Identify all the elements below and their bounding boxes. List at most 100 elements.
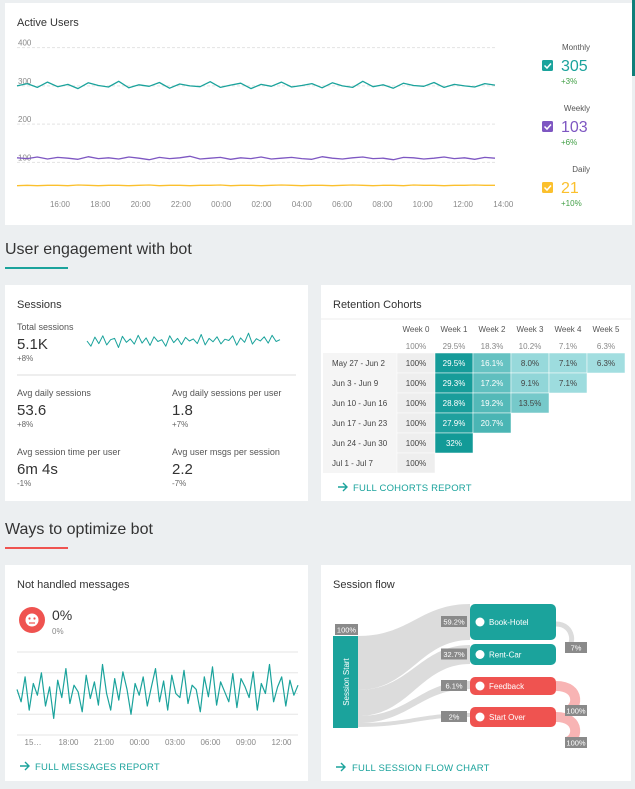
start-node bbox=[333, 636, 358, 728]
x-tick-label: 08:00 bbox=[372, 200, 393, 209]
link-text[interactable]: FULL MESSAGES REPORT bbox=[35, 762, 160, 773]
underline bbox=[5, 547, 68, 549]
metric-change: -7% bbox=[172, 479, 186, 488]
cohort-cell bbox=[510, 392, 550, 414]
column-header: Week 5 bbox=[593, 325, 621, 334]
cell-value: 16.1% bbox=[481, 359, 504, 368]
metric-change: +7% bbox=[172, 420, 188, 429]
metric-value: 53.6 bbox=[17, 402, 46, 419]
cell-value: 7.1% bbox=[559, 379, 577, 388]
x-tick-label: 04:00 bbox=[292, 200, 313, 209]
x-tick-label: 20:00 bbox=[131, 200, 152, 209]
check-icon bbox=[543, 185, 552, 192]
metric-value: 0% bbox=[52, 607, 72, 623]
flow-node[interactable] bbox=[470, 677, 556, 695]
metric-label: Avg session time per user bbox=[17, 447, 120, 457]
checkbox-box bbox=[542, 60, 553, 71]
checkbox[interactable] bbox=[542, 182, 553, 193]
x-tick-label: 12:00 bbox=[271, 738, 292, 747]
cell-value: 32% bbox=[446, 439, 462, 448]
card-title: Sessions bbox=[17, 299, 62, 311]
edge-strip bbox=[632, 0, 635, 76]
card bbox=[5, 285, 308, 501]
exit-box bbox=[565, 642, 587, 653]
node-label: Rent-Car bbox=[489, 651, 522, 660]
metric-value: 1.8 bbox=[172, 402, 193, 419]
share-label: 2% bbox=[449, 713, 460, 722]
cohort-cell bbox=[396, 452, 436, 474]
row-label: May 27 - Jun 2 bbox=[332, 359, 385, 368]
cell-value: 6.3% bbox=[597, 359, 615, 368]
cell-value: 28.8% bbox=[443, 399, 466, 408]
x-tick-label: 15… bbox=[25, 738, 42, 747]
exit-box bbox=[565, 737, 587, 748]
share-label: 6.1% bbox=[445, 682, 462, 691]
x-tick-label: 02:00 bbox=[251, 200, 272, 209]
flow-node[interactable] bbox=[470, 644, 556, 665]
x-tick-label: 00:00 bbox=[129, 738, 150, 747]
node-label: Start Over bbox=[489, 713, 526, 722]
data-line bbox=[16, 184, 495, 187]
arrow-icon bbox=[336, 762, 346, 772]
metric-sub: 0% bbox=[52, 627, 64, 636]
link[interactable]: FULL COHORTS REPORT bbox=[338, 482, 472, 494]
link[interactable]: FULL MESSAGES REPORT bbox=[20, 761, 160, 773]
legend-total: 305 bbox=[561, 58, 588, 75]
cell-value: 9.1% bbox=[521, 379, 539, 388]
warning-icon bbox=[19, 607, 45, 633]
metric-change: -1% bbox=[17, 479, 31, 488]
legend-change: +10% bbox=[561, 199, 582, 208]
arrow-icon bbox=[338, 482, 348, 492]
column-header: Week 3 bbox=[517, 325, 545, 334]
metric-value: 2.2 bbox=[172, 461, 193, 478]
x-tick-label: 00:00 bbox=[211, 200, 232, 209]
cell-value: 13.5% bbox=[519, 399, 542, 408]
checkbox-box bbox=[542, 121, 553, 132]
y-tick-label: 400 bbox=[18, 39, 32, 48]
x-tick-label: 22:00 bbox=[171, 200, 192, 209]
cohort-cell bbox=[586, 352, 626, 374]
y-tick-label: 200 bbox=[18, 115, 32, 124]
row-label: Jun 24 - Jun 30 bbox=[332, 439, 388, 448]
section-heading: Ways to optimize bot bbox=[5, 521, 153, 538]
metric-label: Avg daily sessions per user bbox=[172, 388, 281, 398]
share-label: 100% bbox=[337, 626, 357, 635]
exit-label: 100% bbox=[566, 707, 586, 716]
exit-box bbox=[565, 705, 587, 716]
exit-label: 7% bbox=[571, 644, 582, 653]
x-tick-label: 16:00 bbox=[50, 200, 71, 209]
check-icon bbox=[543, 63, 552, 70]
cell-value: 100% bbox=[406, 419, 426, 428]
legend-name: Weekly bbox=[564, 104, 590, 113]
card-title: Not handled messages bbox=[17, 579, 130, 591]
card-title: Session flow bbox=[333, 579, 395, 591]
legend-change: +6% bbox=[561, 138, 577, 147]
x-tick-label: 06:00 bbox=[332, 200, 353, 209]
flow-node[interactable] bbox=[470, 707, 556, 727]
link-text[interactable]: FULL COHORTS REPORT bbox=[353, 483, 472, 494]
flow-node[interactable] bbox=[470, 604, 556, 640]
share-label: 59.2% bbox=[443, 618, 465, 627]
metric-label: Avg user msgs per session bbox=[172, 447, 280, 457]
metric-value: 5.1K bbox=[17, 336, 48, 353]
x-tick-label: 14:00 bbox=[493, 200, 514, 209]
section-heading: User engagement with bot bbox=[5, 241, 192, 258]
share-box bbox=[441, 616, 467, 627]
metric-value: 6m 4s bbox=[17, 461, 58, 478]
column-header: Week 2 bbox=[479, 325, 507, 334]
node-icon bbox=[475, 650, 485, 659]
x-tick-label: 18:00 bbox=[58, 738, 79, 747]
checkbox[interactable] bbox=[542, 60, 553, 71]
y-tick-label: 300 bbox=[18, 77, 32, 86]
cohort-cell bbox=[472, 412, 512, 434]
card bbox=[5, 3, 632, 225]
link-text[interactable]: FULL SESSION FLOW CHART bbox=[352, 763, 490, 774]
share-box bbox=[335, 624, 358, 635]
link[interactable]: FULL SESSION FLOW CHART bbox=[336, 762, 490, 774]
row-label: Jul 1 - Jul 7 bbox=[332, 459, 373, 468]
node-label: Book-Hotel bbox=[489, 618, 529, 627]
checkbox[interactable] bbox=[542, 121, 553, 132]
legend-total: 103 bbox=[561, 119, 588, 136]
x-tick-label: 09:00 bbox=[236, 738, 257, 747]
column-header: Week 4 bbox=[555, 325, 583, 334]
